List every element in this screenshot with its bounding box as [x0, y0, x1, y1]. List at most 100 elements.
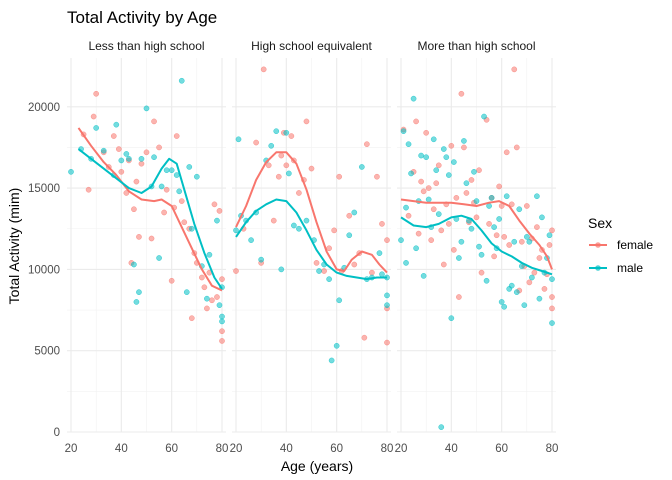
data-point-female: [188, 315, 195, 322]
data-point-female: [138, 160, 145, 167]
data-point-male: [358, 164, 365, 170]
data-point-male: [133, 299, 140, 305]
data-point-male: [156, 255, 162, 261]
data-point-female: [546, 242, 553, 248]
data-point-female: [219, 338, 225, 344]
chart-title: Total Activity by Age: [67, 8, 217, 27]
data-point-male: [549, 320, 555, 326]
data-point-male: [503, 193, 510, 200]
data-point-female: [161, 209, 167, 216]
data-point-female: [433, 180, 440, 187]
data-point-female: [265, 162, 272, 169]
data-point-male: [303, 217, 310, 224]
data-point-female: [118, 168, 125, 175]
data-point-female: [534, 224, 540, 230]
data-point-male: [508, 282, 515, 289]
data-point-male: [491, 224, 497, 230]
data-point-male: [526, 238, 533, 245]
data-point-female: [351, 261, 358, 268]
data-point-female: [523, 203, 530, 209]
data-point-female: [478, 269, 485, 276]
data-point-male: [183, 289, 190, 296]
facet-panel: More than high school 20 40 60 80: [395, 39, 559, 455]
data-point-male: [430, 136, 437, 143]
data-point-male: [176, 188, 183, 195]
data-point-female: [136, 234, 142, 240]
x-tick-label: 80: [546, 443, 559, 455]
smooth-line-male: [77, 148, 223, 290]
data-point-female: [148, 235, 155, 242]
data-point-male: [258, 256, 265, 263]
y-tick-label: 5000: [34, 346, 60, 358]
x-tick-label: 40: [280, 443, 293, 455]
data-point-female: [131, 206, 137, 213]
data-point-female: [420, 188, 427, 195]
data-point-female: [440, 261, 447, 268]
data-point-male: [468, 225, 475, 232]
smooth-line-male: [400, 214, 553, 276]
data-point-male: [403, 260, 409, 266]
x-tick-label: 80: [381, 443, 394, 455]
smooth-line-female: [77, 127, 223, 292]
data-point-female: [233, 268, 239, 274]
data-point-male: [438, 424, 445, 430]
data-point-male: [476, 243, 482, 250]
data-point-male: [384, 302, 390, 309]
data-point-female: [296, 190, 302, 196]
data-point-female: [173, 133, 180, 139]
data-point-female: [219, 328, 225, 335]
data-point-female: [511, 66, 518, 73]
data-point-male: [488, 194, 495, 201]
data-point-male: [291, 222, 297, 229]
data-point-male: [193, 173, 200, 180]
data-point-female: [486, 221, 492, 227]
data-point-female: [463, 190, 470, 196]
data-point-male: [188, 225, 195, 232]
data-point-female: [435, 162, 442, 169]
data-point-male: [403, 204, 409, 211]
data-point-male: [405, 141, 412, 148]
y-tick-label: 20000: [28, 102, 60, 114]
data-point-male: [273, 128, 280, 135]
data-point-female: [501, 234, 508, 240]
data-point-male: [346, 232, 353, 239]
data-point-male: [233, 227, 239, 234]
data-point-male: [328, 357, 335, 364]
data-point-female: [473, 214, 480, 221]
data-point-female: [211, 201, 218, 208]
data-point-male: [516, 206, 523, 213]
data-point-female: [216, 208, 223, 214]
x-tick-label: 20: [395, 443, 408, 455]
data-point-male: [513, 289, 520, 296]
data-point-male: [248, 237, 254, 243]
smooth-line-female: [235, 151, 388, 274]
data-point-male: [536, 295, 543, 302]
data-point-male: [219, 318, 225, 325]
facet-panel: Less than high school 20 40 60 80: [65, 39, 229, 455]
data-point-male: [549, 276, 555, 282]
data-point-male: [379, 271, 385, 278]
data-point-male: [451, 159, 457, 165]
data-point-female: [110, 133, 117, 139]
data-point-male: [435, 211, 442, 217]
data-point-female: [85, 186, 92, 193]
data-point-female: [115, 146, 122, 152]
x-tick-label: 40: [115, 443, 128, 455]
data-point-female: [518, 238, 525, 245]
data-point-male: [235, 136, 242, 143]
legend-title: Sex: [588, 215, 612, 231]
data-point-female: [508, 201, 515, 208]
x-tick-label: 60: [165, 443, 178, 455]
data-point-female: [513, 144, 520, 151]
data-point-male: [286, 170, 292, 177]
data-point-female: [260, 66, 267, 73]
data-point-male: [384, 292, 390, 299]
data-point-female: [303, 118, 310, 125]
data-point-female: [506, 242, 513, 248]
data-point-female: [379, 221, 385, 227]
data-point-male: [423, 154, 430, 161]
x-axis-title: Age (years): [281, 458, 353, 474]
data-point-female: [219, 276, 225, 282]
data-point-female: [503, 149, 510, 156]
data-point-male: [278, 266, 285, 273]
